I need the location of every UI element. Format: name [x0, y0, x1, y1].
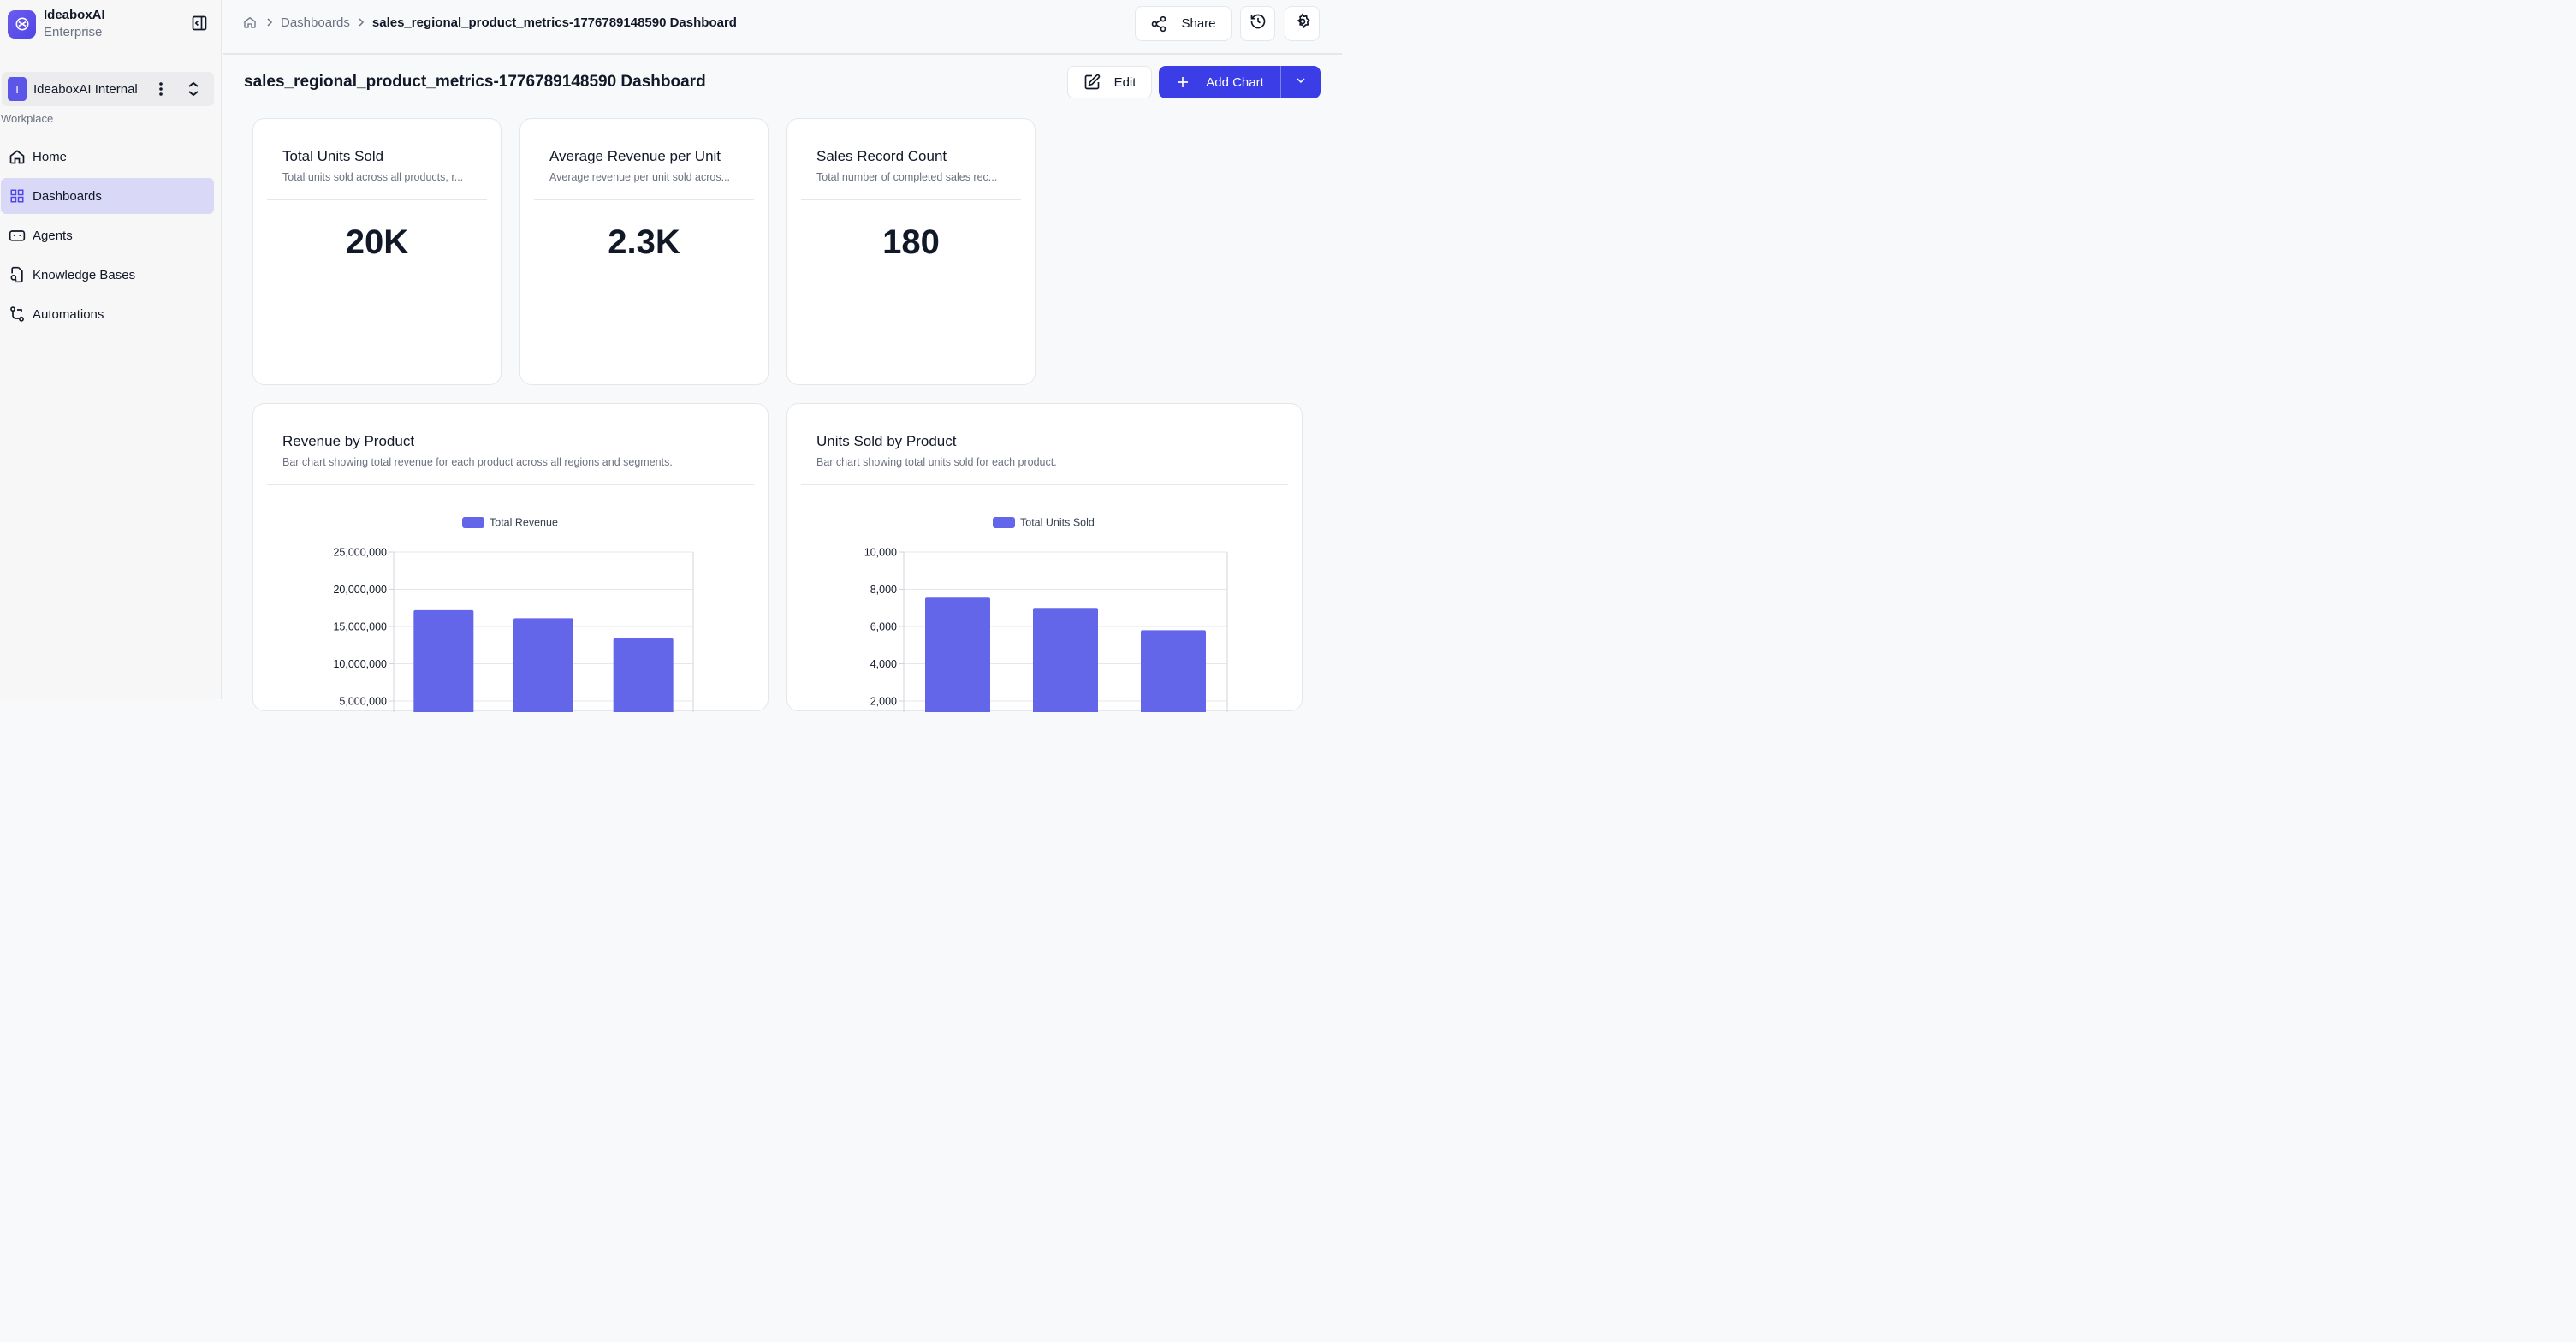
chart-card-revenue-by-product[interactable]: Revenue by Product Bar chart showing tot…	[252, 403, 769, 712]
divider	[267, 199, 487, 200]
bar	[1141, 630, 1206, 712]
units-bar-chart: Total Units Sold 10,000 8,000 6,000 4,000 2,0…	[864, 517, 1228, 712]
file-search-icon	[9, 266, 26, 283]
card-description: Bar chart showing total revenue for each…	[282, 456, 673, 468]
breadcrumb-dashboards[interactable]: Dashboards	[281, 15, 350, 30]
page-title: sales_regional_product_metrics-177678914…	[244, 73, 706, 91]
legend-swatch	[462, 517, 484, 528]
y-tick-label: 2,000	[870, 696, 897, 708]
home-icon[interactable]	[243, 15, 258, 30]
legend-label: Total Revenue	[490, 517, 558, 529]
divider	[801, 199, 1021, 200]
card-title: Sales Record Count	[816, 148, 947, 164]
gear-icon	[1294, 13, 1311, 34]
sidebar-item-knowledge-bases[interactable]: Knowledge Bases	[1, 257, 214, 293]
history-button[interactable]	[1240, 6, 1275, 41]
y-tick-label: 10,000	[864, 547, 897, 559]
share-label: Share	[1181, 16, 1216, 31]
sidebar-item-label: Agents	[33, 228, 73, 243]
sidebar-item-label: Home	[33, 149, 68, 164]
kpi-card-average-revenue[interactable]: Average Revenue per Unit Average revenue…	[519, 118, 769, 385]
chevrons-up-down-icon[interactable]	[185, 80, 202, 98]
add-chart-button[interactable]: Add Chart	[1159, 66, 1280, 98]
more-vertical-icon[interactable]	[153, 80, 169, 98]
chart-card-units-sold-by-product[interactable]: Units Sold by Product Bar chart showing …	[786, 403, 1303, 712]
y-tick-label: 8,000	[870, 584, 897, 596]
card-description: Total units sold across all products, r.…	[282, 171, 464, 183]
card-title: Units Sold by Product	[816, 433, 957, 449]
sidebar-item-label: Dashboards	[33, 188, 102, 204]
brand-tier: Enterprise	[44, 25, 103, 39]
sidebar: IdeaboxAI Enterprise I IdeaboxAI Interna…	[0, 0, 222, 699]
add-chart-split-button: Add Chart	[1159, 66, 1321, 98]
sidebar-item-label: Automations	[33, 306, 104, 322]
legend-swatch	[993, 517, 1015, 528]
y-tick-label: 15,000,000	[333, 621, 387, 633]
y-tick-label: 6,000	[870, 621, 897, 633]
chevron-down-icon	[1294, 74, 1308, 91]
top-bar: Dashboards sales_regional_product_metric…	[223, 0, 1342, 55]
breadcrumb-current: sales_regional_product_metrics-177678914…	[371, 15, 737, 30]
workspace-name: IdeaboxAI Internal	[33, 81, 138, 97]
settings-button[interactable]	[1285, 6, 1320, 41]
card-title: Total Units Sold	[282, 148, 384, 164]
breadcrumb: Dashboards sales_regional_product_metric…	[243, 15, 737, 30]
bar	[925, 597, 990, 712]
collapse-sidebar-icon[interactable]	[190, 14, 209, 33]
sidebar-item-home[interactable]: Home	[1, 139, 214, 175]
add-chart-dropdown[interactable]	[1280, 66, 1321, 98]
y-tick-label: 5,000,000	[339, 696, 387, 708]
y-tick-label: 25,000,000	[333, 547, 387, 559]
workflow-icon	[9, 306, 26, 323]
card-title: Average Revenue per Unit	[549, 148, 721, 164]
y-tick-label: 20,000,000	[333, 584, 387, 596]
kpi-value: 20K	[345, 223, 409, 261]
card-description: Average revenue per unit sold acros...	[549, 171, 731, 183]
logo-icon	[8, 9, 36, 39]
edit-button[interactable]: Edit	[1067, 66, 1152, 98]
bar	[513, 618, 573, 712]
y-tick-label: 4,000	[870, 658, 897, 670]
plus-icon	[1175, 74, 1190, 90]
bar	[1033, 608, 1098, 712]
workspace-avatar: I	[8, 77, 27, 101]
share-button[interactable]: Share	[1135, 6, 1232, 41]
bar	[413, 609, 474, 712]
home-icon	[9, 148, 26, 165]
brand[interactable]: IdeaboxAI Enterprise	[8, 7, 105, 41]
sidebar-item-agents[interactable]: Agents	[1, 217, 214, 253]
divider	[267, 484, 754, 485]
sidebar-item-label: Knowledge Bases	[33, 267, 136, 282]
sidebar-item-automations[interactable]: Automations	[1, 296, 214, 332]
add-chart-label: Add Chart	[1206, 74, 1264, 90]
kpi-value: 2.3K	[608, 223, 680, 261]
card-title: Revenue by Product	[282, 433, 415, 449]
kpi-value: 180	[882, 223, 940, 261]
chevron-right-icon	[265, 16, 274, 29]
history-icon	[1249, 13, 1267, 34]
bot-icon	[9, 227, 26, 244]
card-description: Bar chart showing total units sold for e…	[816, 456, 1057, 468]
edit-icon	[1083, 74, 1101, 91]
chevron-right-icon	[357, 16, 365, 29]
share-icon	[1150, 15, 1167, 33]
sidebar-item-dashboards[interactable]: Dashboards	[1, 178, 214, 214]
divider	[801, 484, 1288, 485]
kpi-card-sales-record-count[interactable]: Sales Record Count Total number of compl…	[786, 118, 1036, 385]
brand-name: IdeaboxAI	[44, 8, 105, 22]
bar	[613, 638, 674, 712]
edit-label: Edit	[1113, 74, 1137, 90]
card-description: Total number of completed sales rec...	[816, 171, 998, 183]
kpi-card-total-units-sold[interactable]: Total Units Sold Total units sold across…	[252, 118, 502, 385]
grid-icon	[9, 187, 26, 205]
workspace-switcher[interactable]: I IdeaboxAI Internal	[2, 72, 214, 106]
legend-label: Total Units Sold	[1020, 517, 1095, 529]
y-tick-label: 10,000,000	[333, 658, 387, 670]
divider	[534, 199, 754, 200]
section-label: Workplace	[1, 112, 54, 125]
revenue-bar-chart: Total Revenue 25,000,000 20,000,000 15,000,…	[333, 517, 694, 712]
sidebar-nav: Home Dashboards Agents Knowledge Bases A…	[1, 139, 214, 336]
